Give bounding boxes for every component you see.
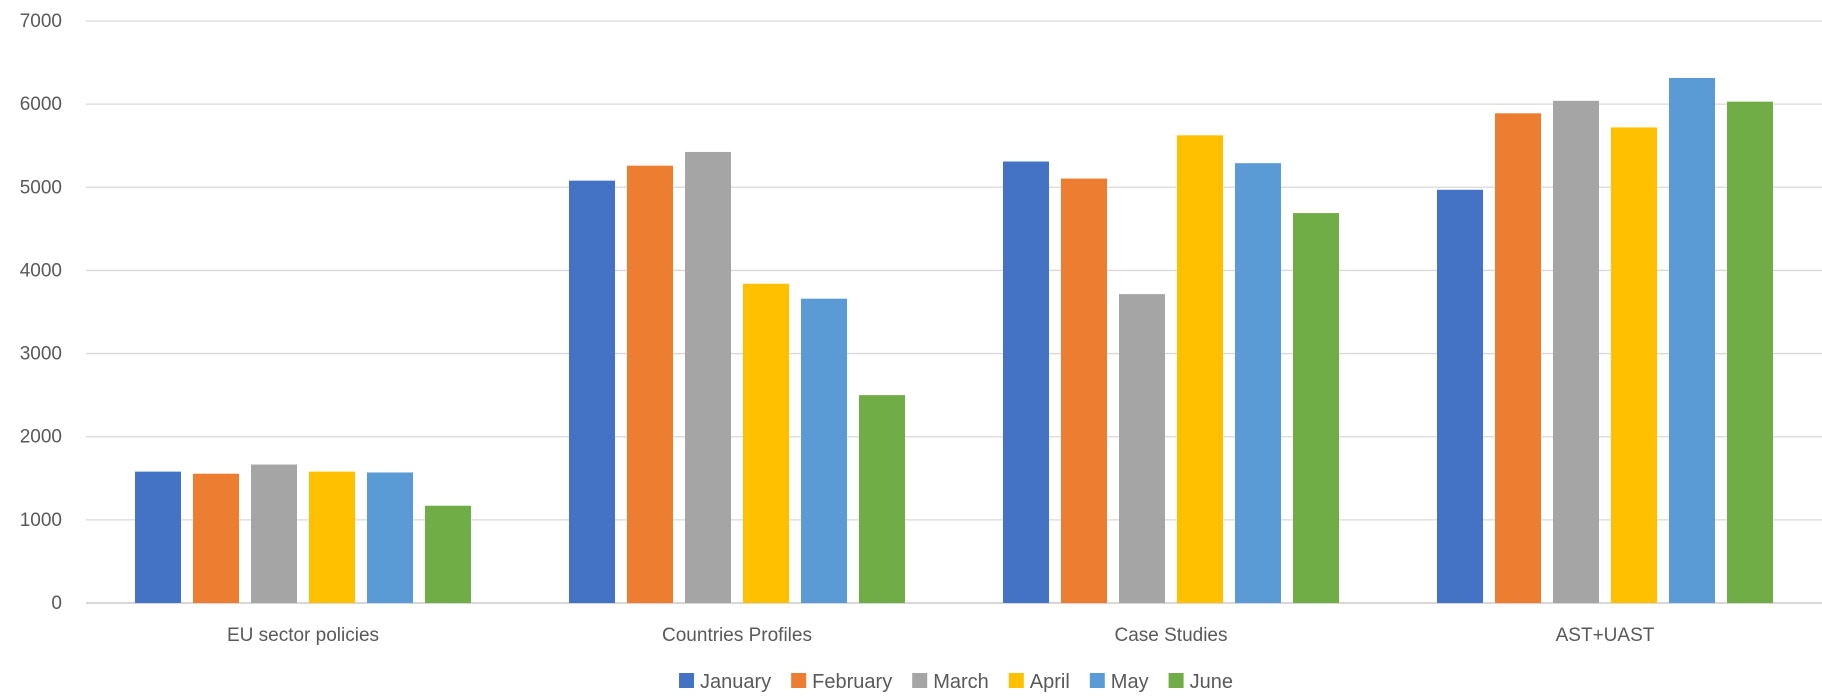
legend-label-march: March (933, 671, 989, 693)
bar-april-3 (1177, 135, 1223, 604)
legend-swatch-may (1089, 673, 1105, 688)
bar-march-4 (1553, 100, 1599, 604)
bar-february-2 (627, 165, 673, 603)
y-tick-label: 1000 (20, 510, 62, 531)
legend-label-february: February (812, 671, 892, 693)
bar-january-4 (1437, 189, 1483, 603)
legend-swatch-january (679, 673, 695, 688)
legend: January February March April May June (679, 671, 1233, 693)
bar-january-2 (569, 180, 615, 604)
bar-january-3 (1003, 161, 1049, 604)
legend-label-april: April (1030, 671, 1070, 693)
legend-swatch-june (1168, 673, 1184, 688)
bar-may-2 (801, 298, 847, 603)
y-axis-tick-labels: 0 1000 2000 3000 4000 5000 6000 7000 (20, 11, 62, 614)
bar-june-4 (1727, 101, 1773, 604)
bar-may-1 (367, 472, 413, 603)
legend-swatch-march (912, 673, 928, 688)
x-axis-category-labels: EU sector policies Countries Profiles Case… (227, 625, 1655, 646)
legend-swatch-april (1008, 673, 1024, 688)
y-tick-label: 5000 (20, 177, 62, 198)
bar-june-3 (1293, 213, 1339, 603)
y-tick-label: 3000 (20, 344, 62, 365)
bar-march-1 (251, 464, 297, 603)
x-category-label: AST+UAST (1556, 625, 1655, 646)
x-category-label: Countries Profiles (662, 625, 812, 646)
y-tick-label: 7000 (20, 11, 62, 32)
bar-march-3 (1119, 294, 1165, 603)
bar-february-4 (1495, 113, 1541, 603)
y-tick-label: 4000 (20, 260, 62, 281)
bar-may-4 (1669, 77, 1715, 603)
legend-label-may: May (1111, 671, 1149, 693)
bar-february-1 (193, 473, 239, 603)
y-tick-label: 6000 (20, 94, 62, 115)
bar-april-4 (1611, 127, 1657, 604)
y-tick-label: 0 (51, 593, 62, 614)
y-tick-label: 2000 (20, 427, 62, 448)
bar-january-1 (135, 471, 181, 603)
bar-june-1 (425, 505, 471, 603)
x-category-label: EU sector policies (227, 625, 379, 646)
bar-february-3 (1061, 178, 1107, 603)
legend-label-june: June (1190, 671, 1233, 693)
bar-june-2 (859, 395, 905, 603)
legend-swatch-february (791, 673, 807, 688)
bar-april-1 (309, 471, 355, 603)
bar-april-2 (743, 283, 789, 603)
legend-label-january: January (700, 671, 771, 693)
x-category-label: Case Studies (1114, 625, 1227, 646)
bars (135, 77, 1773, 604)
bar-march-2 (685, 151, 731, 603)
bar-may-3 (1235, 163, 1281, 603)
